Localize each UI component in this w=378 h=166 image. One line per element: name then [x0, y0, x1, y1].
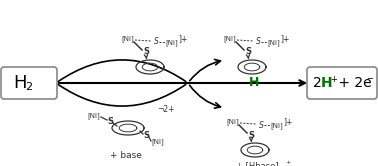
Text: H: H	[249, 77, 259, 89]
FancyBboxPatch shape	[1, 67, 57, 99]
Text: + [Hbase]: + [Hbase]	[236, 162, 278, 166]
Text: ]+: ]+	[178, 35, 187, 43]
Text: +: +	[285, 161, 290, 166]
Text: [Ni]: [Ni]	[152, 139, 164, 145]
Text: [Ni]: [Ni]	[227, 119, 239, 125]
Text: H: H	[321, 76, 333, 90]
Text: [Ni]: [Ni]	[166, 40, 178, 46]
Text: [Ni]: [Ni]	[268, 40, 280, 46]
Text: S: S	[256, 38, 260, 46]
Text: ]+: ]+	[280, 35, 290, 43]
Text: S: S	[107, 117, 113, 125]
Text: S: S	[259, 121, 263, 129]
Text: +: +	[330, 75, 337, 83]
Text: + base: + base	[110, 152, 142, 161]
Text: H: H	[13, 74, 27, 92]
Text: + 2e: + 2e	[334, 76, 372, 90]
Text: S: S	[245, 47, 251, 56]
Text: [Ni]: [Ni]	[88, 113, 101, 119]
Text: S: S	[143, 47, 149, 56]
Text: 2: 2	[313, 76, 322, 90]
Text: [Ni]: [Ni]	[224, 36, 236, 42]
Text: S: S	[248, 130, 254, 139]
Text: S: S	[153, 38, 158, 46]
Text: ]+: ]+	[283, 118, 292, 126]
Text: [Ni]: [Ni]	[122, 36, 134, 42]
Text: [Ni]: [Ni]	[271, 123, 284, 129]
FancyBboxPatch shape	[307, 67, 377, 99]
Text: −: −	[366, 75, 373, 83]
Text: S: S	[143, 131, 149, 140]
Text: ¬2+: ¬2+	[157, 106, 175, 115]
Text: 2: 2	[25, 82, 33, 92]
